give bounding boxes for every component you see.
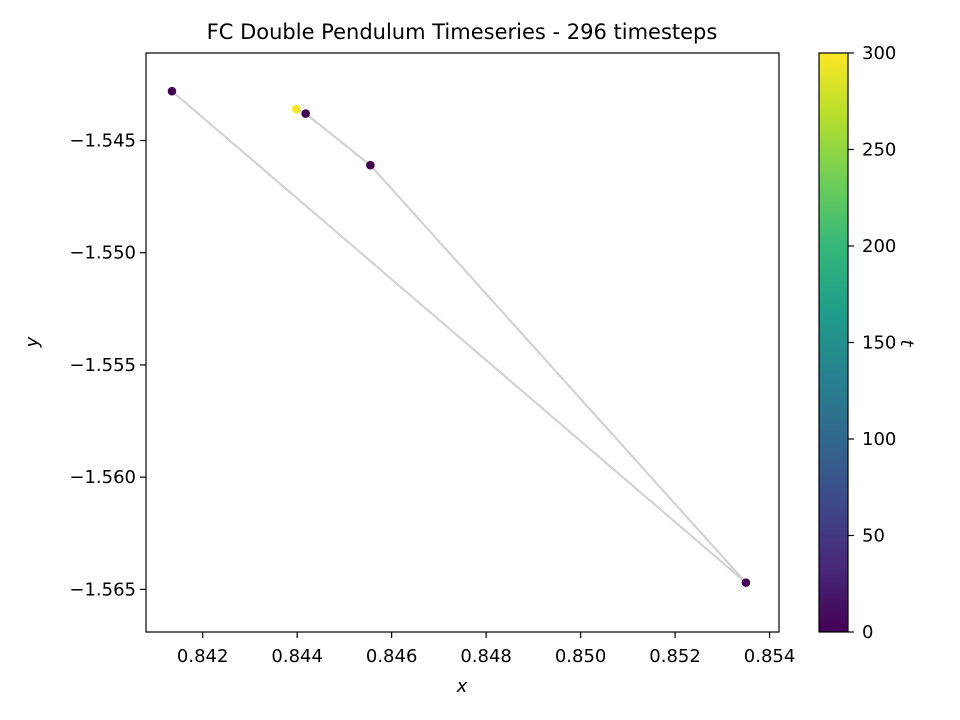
colorbar-tick-label: 150 xyxy=(862,333,896,354)
data-point-t296 xyxy=(291,104,301,114)
y-tick-label: −1.560 xyxy=(69,467,136,488)
y-tick-label: −1.555 xyxy=(69,355,136,376)
data-point-t6 xyxy=(301,109,310,118)
colorbar-tick-label: 250 xyxy=(862,140,896,161)
x-tick-label: 0.846 xyxy=(366,646,418,667)
x-tick-label: 0.842 xyxy=(177,646,229,667)
colorbar-tick-label: 100 xyxy=(862,429,896,450)
colorbar-gradient xyxy=(818,52,849,633)
y-tick-label: −1.550 xyxy=(69,243,136,264)
chart-title: FC Double Pendulum Timeseries - 296 time… xyxy=(207,20,718,44)
x-axis-label: x xyxy=(456,676,468,697)
y-tick-label: −1.545 xyxy=(69,131,136,152)
x-tick-label: 0.848 xyxy=(460,646,512,667)
y-tick-label: −1.565 xyxy=(69,579,136,600)
x-tick-label: 0.844 xyxy=(271,646,323,667)
x-tick-label: 0.852 xyxy=(649,646,701,667)
data-point-t4 xyxy=(366,160,375,170)
plot-frame xyxy=(145,52,780,633)
colorbar-tick-label: 50 xyxy=(862,526,885,547)
data-point-t2 xyxy=(741,578,751,587)
y-axis-label: y xyxy=(22,336,43,348)
plot-area: 0.842 0.844 0.846 0.848 0.850 0.852 0.854 −1.54… xyxy=(69,52,796,667)
x-tick-label: 0.854 xyxy=(744,646,796,667)
colorbar-tick-label: 0 xyxy=(862,622,873,643)
x-tick-label: 0.850 xyxy=(555,646,607,667)
colorbar: 0 50 100 150 200 250 300 xyxy=(818,43,896,643)
trajectory-line xyxy=(171,90,747,584)
colorbar-label: t xyxy=(896,339,917,347)
colorbar-tick-label: 200 xyxy=(862,236,896,257)
colorbar-tick-label: 300 xyxy=(862,43,896,64)
data-point-t0 xyxy=(167,86,177,96)
